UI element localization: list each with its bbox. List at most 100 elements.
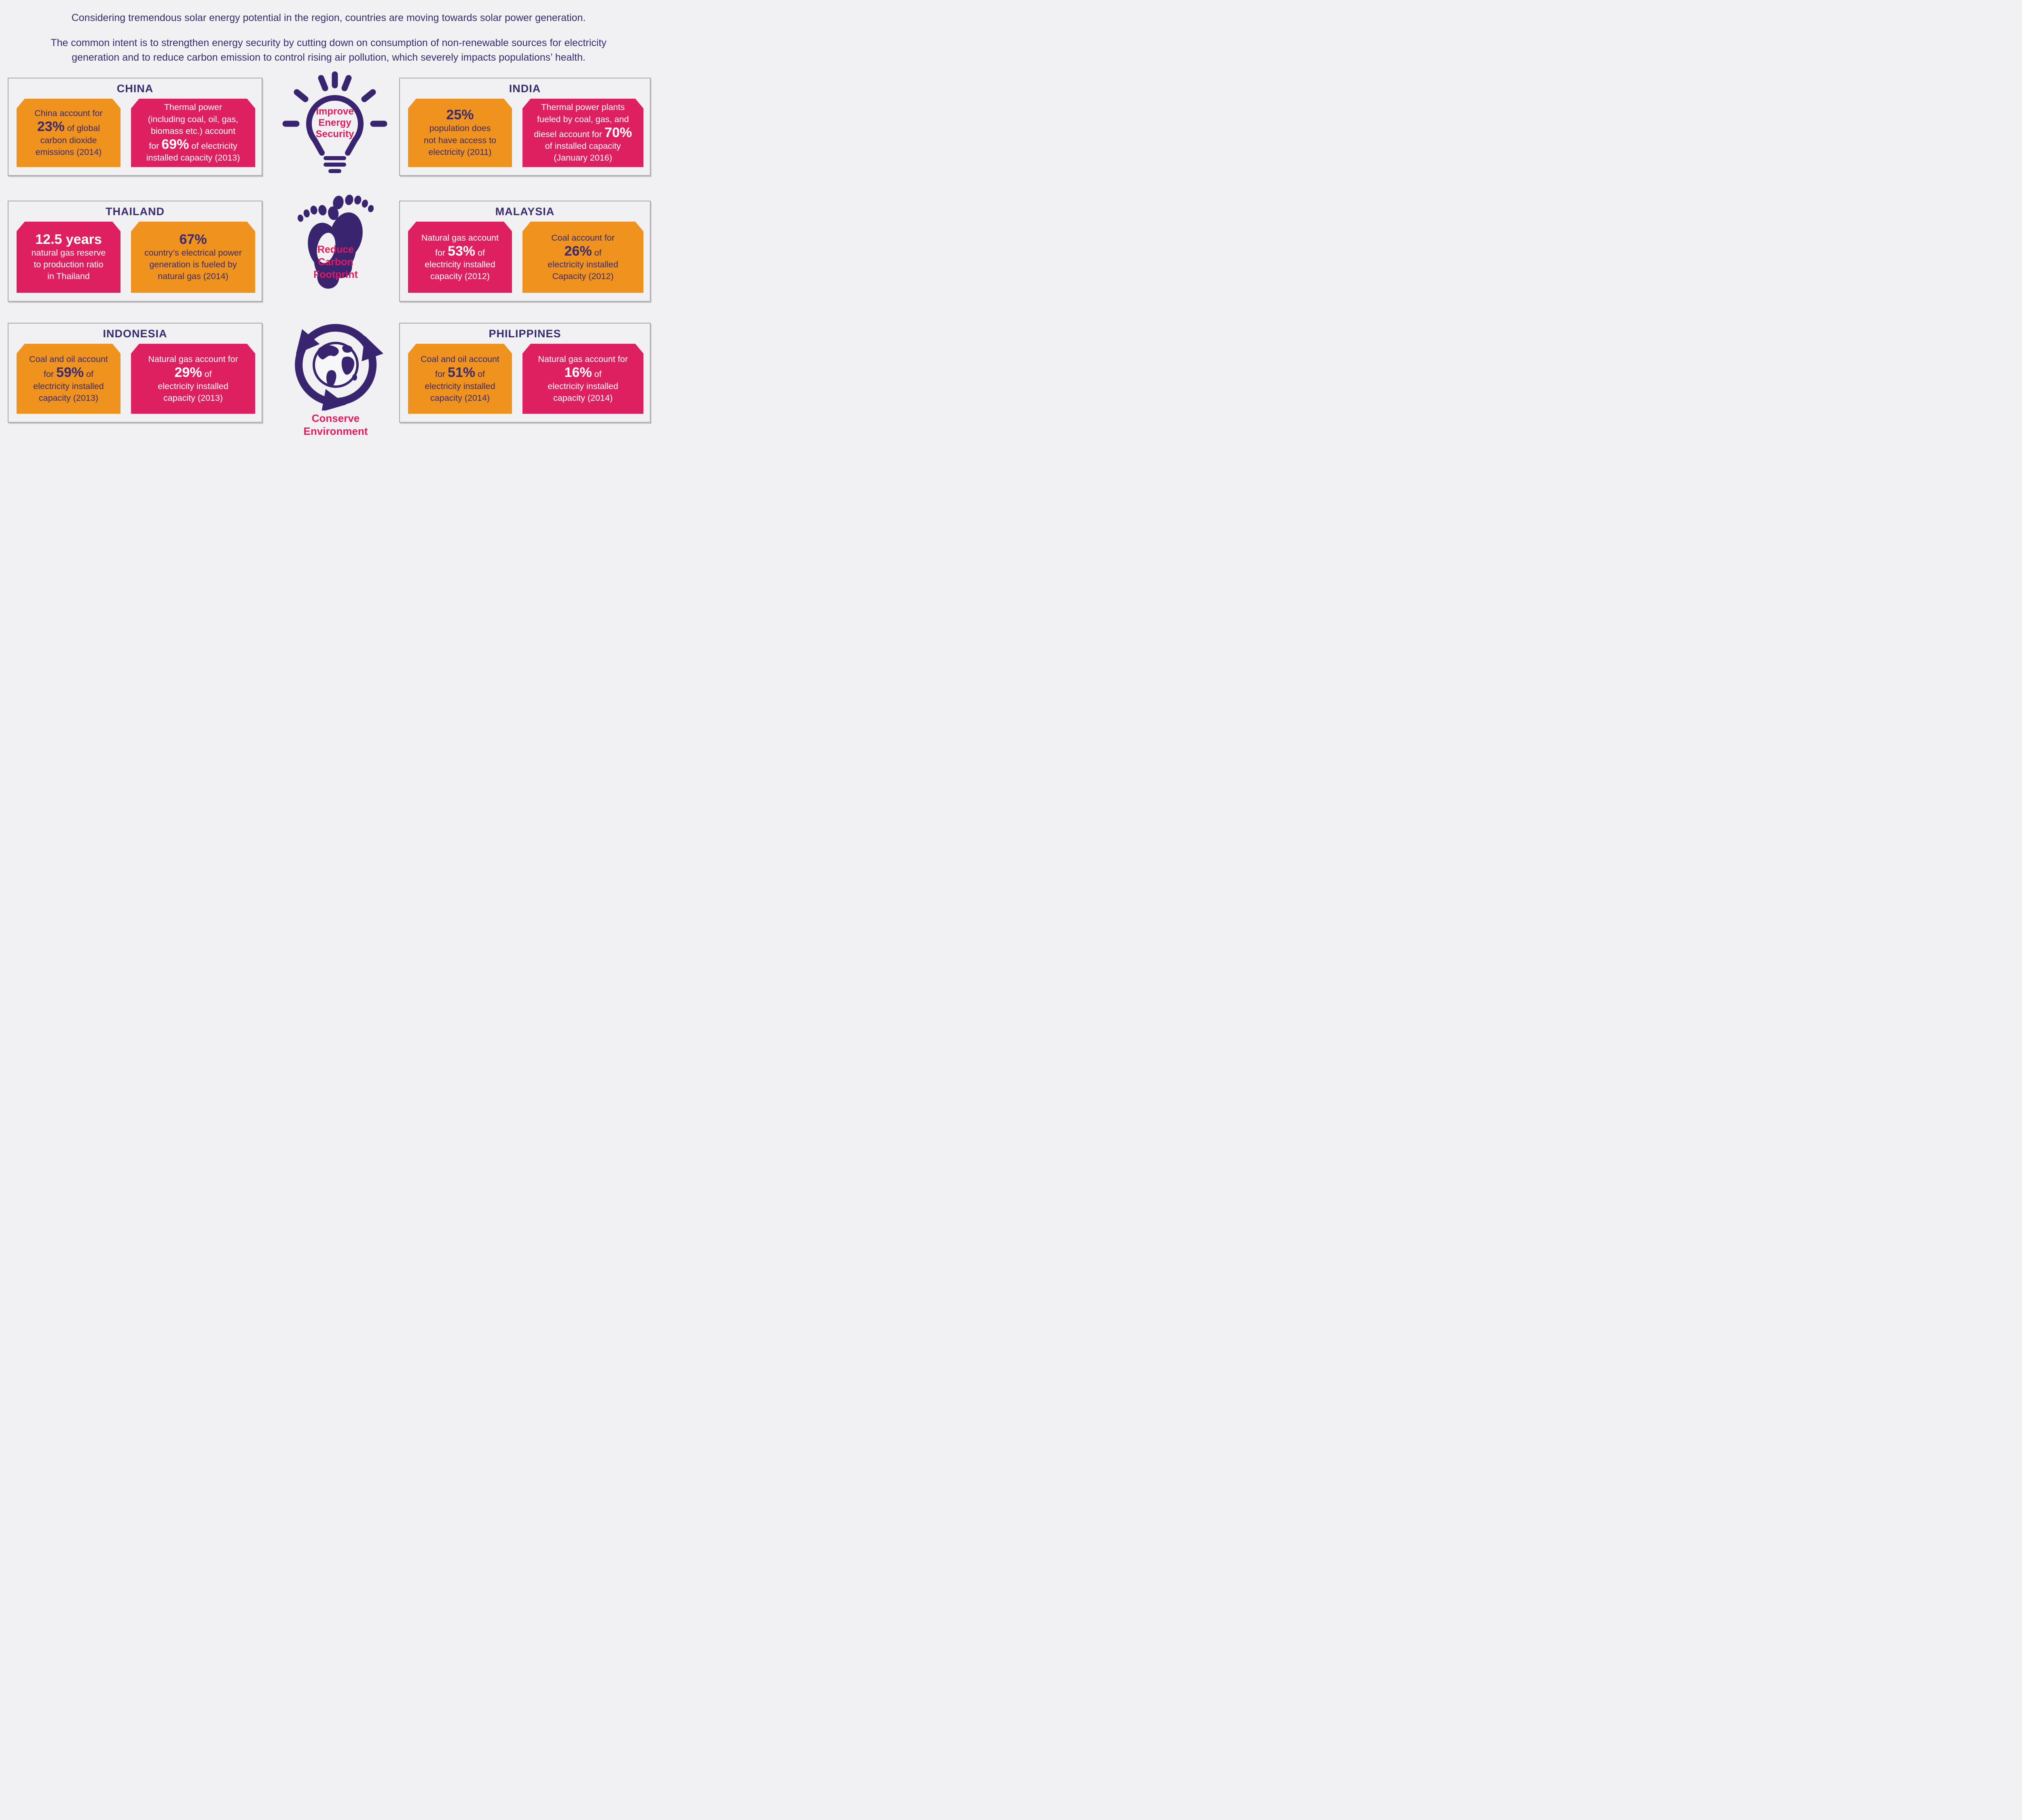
- stat-value: 29%: [174, 365, 202, 381]
- stat-line: China account for: [21, 108, 116, 119]
- stat-line: Natural gas account: [412, 232, 508, 244]
- country-title: INDIA: [509, 83, 541, 95]
- stat-value: 25%: [446, 107, 474, 123]
- stat-value: 12.5 years: [35, 231, 102, 247]
- stat-line: natural gas (2014): [135, 271, 251, 282]
- stat-value: 67%: [179, 231, 207, 247]
- stat-value: 53%: [448, 243, 476, 259]
- bulb-base: [324, 156, 346, 173]
- stat-line: not have access to: [412, 135, 508, 146]
- stat-cards-row: 25% population does not have access to elec…: [408, 99, 643, 167]
- country-box-thailand: THAILAND 12.5 years natural gas reserve to …: [8, 201, 262, 302]
- stat-card-orange: Coal and oil account for 59% of electricit…: [17, 344, 121, 414]
- globe-arrows-icon: [283, 324, 388, 411]
- stat-line: diesel account for 70%: [527, 125, 639, 140]
- stat-text: of: [592, 248, 602, 258]
- stat-text: biomass etc.) account: [150, 126, 236, 136]
- stat-value: 16%: [564, 365, 592, 381]
- stat-value: 23%: [37, 119, 65, 135]
- stat-text: electricity installed: [425, 260, 495, 269]
- stat-text: diesel account for: [534, 129, 605, 139]
- country-box-indonesia: INDONESIA Coal and oil account for 59% of e…: [8, 323, 262, 423]
- stat-card-pink: Thermal power plants fueled by coal, gas,…: [522, 99, 643, 167]
- stat-card-orange: 67% country’s electrical power generation …: [131, 222, 255, 293]
- stat-text: of: [592, 369, 602, 379]
- reduce-carbon-footprint-block: Reduce Carbon Footprint: [267, 193, 404, 298]
- bulb-rays: [282, 71, 387, 127]
- stat-line: to production ratio: [21, 259, 116, 271]
- stat-text: capacity (2013): [163, 393, 223, 403]
- stat-text: to production ratio: [34, 260, 104, 269]
- stat-text: Coal and oil account: [29, 354, 108, 364]
- stat-cards-row: Coal and oil account for 59% of electricit…: [17, 344, 255, 414]
- country-title: MALAYSIA: [495, 205, 555, 218]
- stat-text: of electricity: [189, 141, 237, 151]
- stat-line: installed capacity (2013): [135, 152, 251, 164]
- stat-line: Natural gas account for: [135, 353, 251, 365]
- stat-text: Natural gas account for: [148, 354, 238, 364]
- stat-text: (including coal, oil, gas,: [148, 114, 239, 124]
- stat-line: capacity (2012): [412, 271, 508, 282]
- stat-line: fueled by coal, gas, and: [527, 114, 639, 125]
- globe: [313, 342, 359, 388]
- stat-line: electricity installed: [527, 381, 639, 392]
- stat-line: capacity (2014): [412, 392, 508, 404]
- stat-line: natural gas reserve: [21, 247, 116, 259]
- stat-card-pink: 12.5 years natural gas reserve to producti…: [17, 222, 121, 293]
- conserve-environment-block: Conserve Environment: [283, 324, 388, 437]
- stat-card-pink: Thermal power (including coal, oil, gas, b…: [131, 99, 255, 167]
- stat-text: emissions (2014): [35, 147, 102, 157]
- stat-line: Coal and oil account: [412, 353, 508, 365]
- stat-text: Thermal power plants: [541, 102, 625, 112]
- reduce-carbon-footprint-label: Reduce Carbon Footprint: [313, 244, 358, 280]
- stat-line: Coal account for: [527, 232, 639, 244]
- stat-text: generation is fueled by: [149, 260, 237, 269]
- country-title: CHINA: [116, 83, 154, 95]
- stat-text: of: [475, 369, 485, 379]
- stat-line: electricity installed: [412, 259, 508, 271]
- stat-line: 12.5 years: [21, 232, 116, 247]
- stat-line: for 59% of: [21, 365, 116, 380]
- stat-text: of global: [64, 123, 100, 133]
- stat-text: of: [84, 369, 94, 379]
- solar-energy-infographic: Considering tremendous solar energy pote…: [0, 0, 657, 455]
- stat-text: electricity installed: [425, 381, 495, 391]
- stat-text: Natural gas account: [421, 233, 499, 243]
- stat-value: 70%: [604, 125, 632, 140]
- stat-line: Thermal power: [135, 102, 251, 113]
- improve-energy-security-block: Improve Energy Security: [268, 67, 402, 184]
- stat-line: capacity (2014): [527, 392, 639, 404]
- stat-cards-row: China account for 23% of global carbon dio…: [17, 99, 255, 167]
- stat-text: electricity (2011): [428, 147, 492, 157]
- bulb-outline: [306, 95, 364, 156]
- stat-text: capacity (2013): [39, 393, 98, 403]
- country-box-philippines: PHILIPPINES Coal and oil account for 51% o…: [399, 323, 651, 423]
- stat-line: generation is fueled by: [135, 259, 251, 271]
- stat-card-pink: Natural gas account for 53% of electricity…: [408, 222, 512, 293]
- stat-text: population does: [429, 123, 491, 133]
- stat-text: Coal and oil account: [421, 354, 499, 364]
- stat-line: 16% of: [527, 365, 639, 380]
- stat-line: for 69% of electricity: [135, 137, 251, 152]
- stat-line: 25%: [412, 108, 508, 123]
- stat-text: capacity (2014): [430, 393, 490, 403]
- stat-line: 67%: [135, 232, 251, 247]
- stat-text: electricity installed: [548, 260, 618, 269]
- stat-card-orange: 25% population does not have access to elec…: [408, 99, 512, 167]
- stat-card-orange: China account for 23% of global carbon dio…: [17, 99, 121, 167]
- stat-cards-row: Coal and oil account for 51% of electricit…: [408, 344, 643, 414]
- stat-text: natural gas reserve: [31, 248, 106, 258]
- stat-text: electricity installed: [33, 381, 104, 391]
- stat-card-pink: Natural gas account for 29% of electricity…: [131, 344, 255, 414]
- stat-value: 59%: [56, 365, 84, 381]
- stat-text: Natural gas account for: [538, 354, 628, 364]
- stat-line: for 51% of: [412, 365, 508, 380]
- stat-line: electricity (2011): [412, 146, 508, 158]
- stat-text: carbon dioxide: [40, 135, 97, 145]
- stat-line: Capacity (2012): [527, 271, 639, 282]
- country-box-china: CHINA China account for 23% of global carbo…: [8, 78, 262, 176]
- stat-value: 69%: [161, 137, 189, 152]
- stat-line: electricity installed: [21, 381, 116, 392]
- stat-line: for 53% of: [412, 244, 508, 259]
- stat-text: natural gas (2014): [158, 271, 228, 281]
